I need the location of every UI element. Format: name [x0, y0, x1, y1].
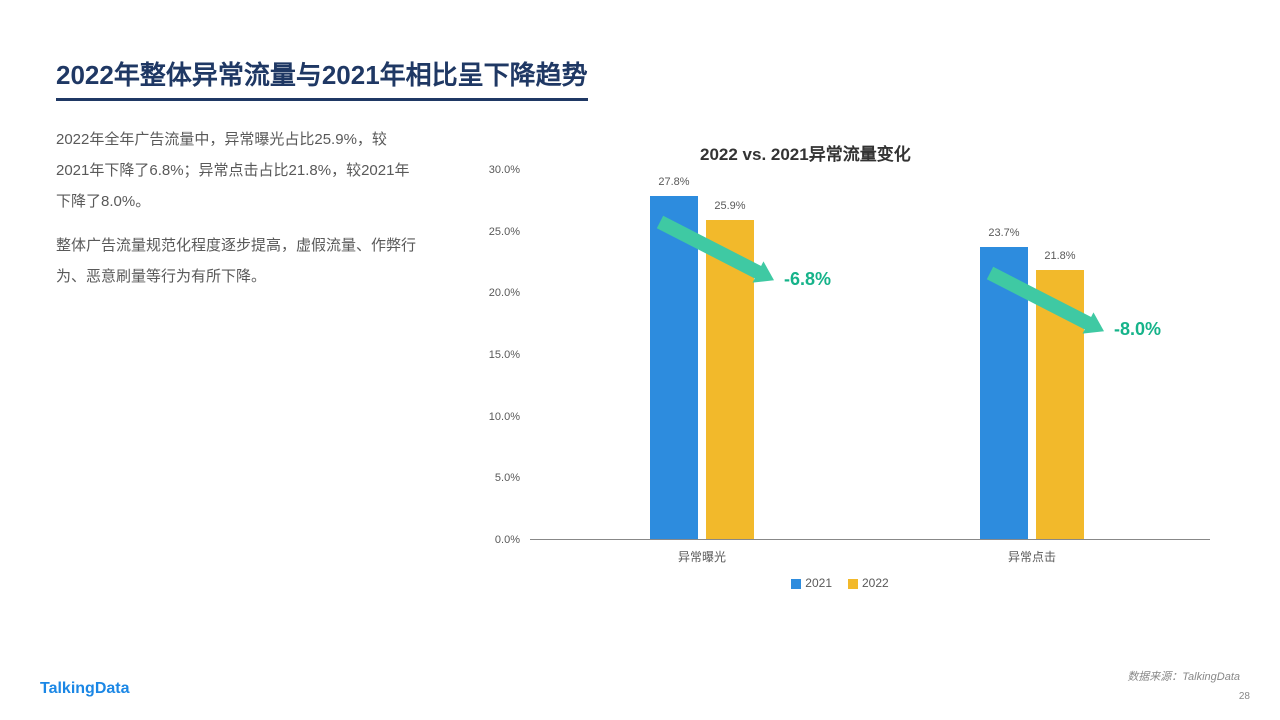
- legend-item: 2021: [791, 576, 832, 590]
- y-axis: 0.0%5.0%10.0%15.0%20.0%25.0%30.0%: [470, 170, 530, 540]
- bar-value-label: 27.8%: [650, 176, 698, 188]
- data-source: 数据来源：TalkingData: [1127, 668, 1240, 684]
- legend-swatch: [848, 579, 858, 589]
- bar-value-label: 21.8%: [1036, 250, 1084, 262]
- category-label: 异常曝光: [642, 548, 762, 565]
- legend-label: 2022: [862, 576, 889, 590]
- page-title: 2022年整体异常流量与2021年相比呈下降趋势: [56, 55, 588, 101]
- category-label: 异常点击: [972, 548, 1092, 565]
- y-tick-label: 25.0%: [489, 226, 520, 238]
- body-text: 2022年全年广告流量中，异常曝光占比25.9%，较2021年下降了6.8%；异…: [56, 125, 416, 307]
- paragraph-1: 2022年全年广告流量中，异常曝光占比25.9%，较2021年下降了6.8%；异…: [56, 125, 416, 217]
- bar-value-label: 23.7%: [980, 227, 1028, 239]
- y-tick-label: 5.0%: [495, 472, 520, 484]
- delta-label: -8.0%: [1114, 319, 1161, 340]
- legend-swatch: [791, 579, 801, 589]
- y-tick-label: 15.0%: [489, 349, 520, 361]
- bar-value-label: 25.9%: [706, 200, 754, 212]
- bar-chart: 0.0%5.0%10.0%15.0%20.0%25.0%30.0% 27.8%2…: [470, 170, 1230, 590]
- page-number: 28: [1239, 691, 1250, 702]
- paragraph-2: 整体广告流量规范化程度逐步提高，虚假流量、作弊行为、恶意刷量等行为有所下降。: [56, 231, 416, 293]
- chart-plot: 27.8%25.9%异常曝光23.7%21.8%异常点击-6.8%-8.0%: [530, 170, 1210, 540]
- y-tick-label: 0.0%: [495, 534, 520, 546]
- legend-label: 2021: [805, 576, 832, 590]
- y-tick-label: 30.0%: [489, 164, 520, 176]
- y-tick-label: 10.0%: [489, 411, 520, 423]
- chart-legend: 2021 2022: [470, 576, 1210, 590]
- bar: 27.8%: [650, 196, 698, 539]
- logo: TalkingData: [40, 680, 130, 698]
- y-tick-label: 20.0%: [489, 287, 520, 299]
- chart-title: 2022 vs. 2021异常流量变化: [700, 140, 911, 165]
- delta-label: -6.8%: [784, 269, 831, 290]
- legend-item: 2022: [848, 576, 889, 590]
